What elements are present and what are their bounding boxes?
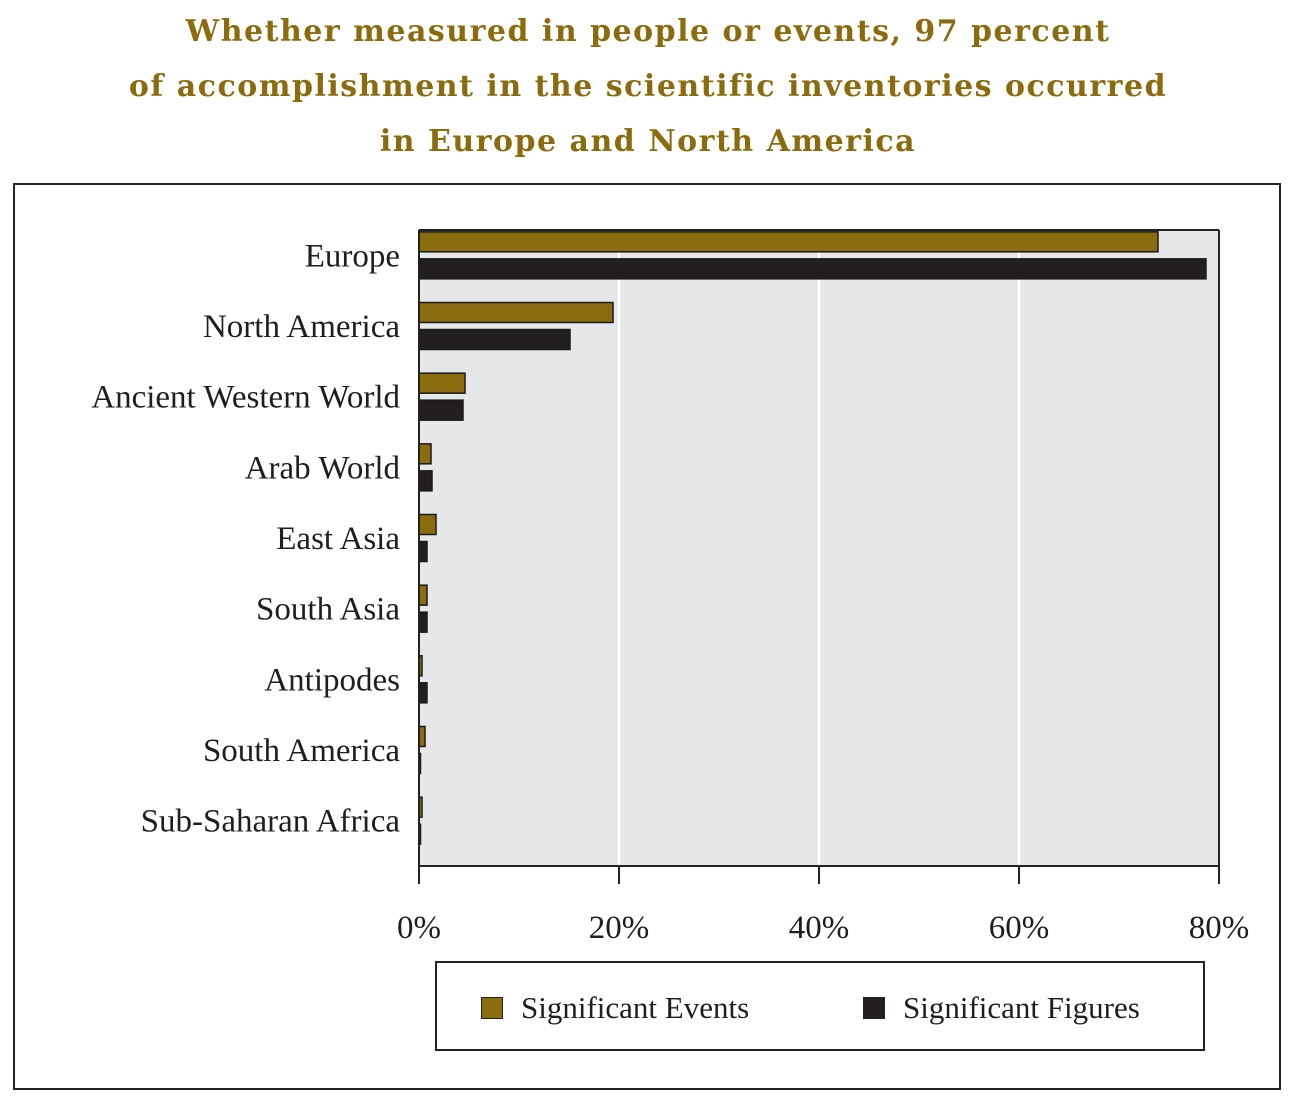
x-tick-label: 0%: [397, 910, 441, 946]
bar-figures: [418, 328, 571, 351]
chart-title: Whether measured in people or events, 97…: [0, 4, 1296, 169]
category-label: South America: [203, 733, 400, 769]
bar-events: [418, 513, 437, 536]
bar-figures: [418, 258, 1207, 280]
category-label: North America: [203, 309, 400, 345]
bar-events: [418, 443, 432, 465]
x-tick-label: 60%: [989, 910, 1050, 946]
legend-item-figures: Significant Figures: [863, 990, 1140, 1025]
bar-figures: [418, 540, 428, 563]
category-label: Antipodes: [264, 662, 400, 698]
bar-events: [418, 584, 428, 606]
category-label: Europe: [305, 238, 400, 274]
category-label: Arab World: [245, 450, 401, 486]
x-tick-label: 20%: [589, 910, 650, 946]
category-label: East Asia: [276, 521, 400, 557]
bar-figures: [418, 399, 464, 421]
legend-swatch-figures: [863, 997, 885, 1019]
chart-title-line-3: in Europe and North America: [379, 124, 917, 159]
bar-chart: Europe North America Ancient Western World…: [91, 229, 1250, 946]
chart-title-line-2: of accomplishment in the scientific inve…: [128, 69, 1168, 104]
category-label: Ancient Western World: [91, 380, 400, 416]
bar-figures: [418, 611, 428, 633]
bar-events: [418, 372, 466, 394]
category-label: Sub-Saharan Africa: [141, 804, 401, 840]
legend: Significant Events Significant Figures: [435, 961, 1205, 1051]
bar-events: [418, 231, 1159, 253]
x-tick-label: 80%: [1189, 910, 1250, 946]
category-label: South Asia: [256, 592, 400, 628]
bar-events: [418, 301, 614, 324]
legend-label-events: Significant Events: [521, 990, 750, 1025]
bar-figures: [418, 682, 428, 704]
legend-swatch-events: [481, 997, 503, 1019]
bar-figures: [418, 470, 433, 492]
legend-item-events: Significant Events: [481, 990, 750, 1025]
x-tick-label: 40%: [789, 910, 850, 946]
chart-frame: [13, 183, 1281, 1090]
chart-title-line-1: Whether measured in people or events, 97…: [185, 14, 1111, 49]
legend-label-figures: Significant Figures: [903, 990, 1140, 1025]
